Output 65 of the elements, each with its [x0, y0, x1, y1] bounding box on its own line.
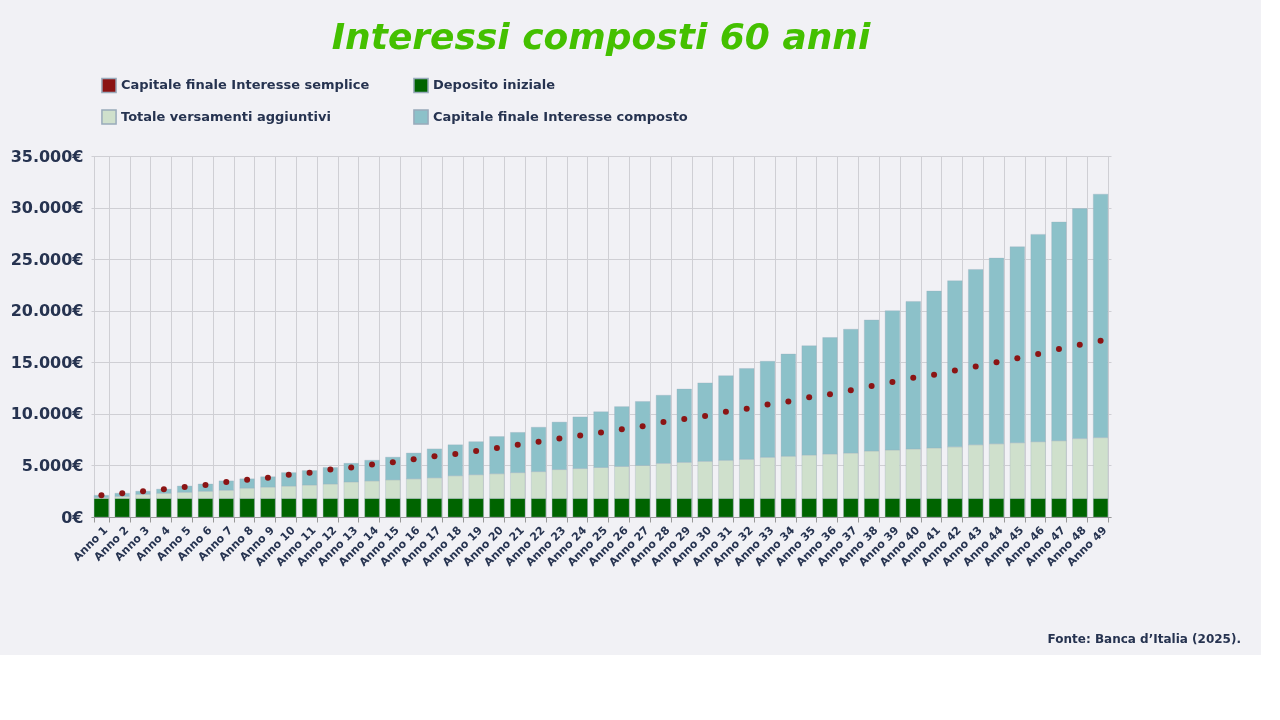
bar — [93, 498, 109, 518]
point — [993, 359, 1000, 366]
point — [618, 426, 625, 433]
point — [764, 401, 771, 408]
point — [348, 464, 355, 471]
point — [806, 394, 813, 401]
legend-label: Totale versamenti aggiuntivi — [121, 109, 331, 124]
point — [1014, 355, 1021, 362]
point — [743, 405, 750, 412]
point — [931, 371, 938, 378]
point — [452, 451, 459, 458]
point — [951, 367, 958, 374]
bar — [156, 498, 172, 518]
y-tick-label: 30.000€ — [10, 198, 84, 218]
point — [431, 453, 438, 460]
point — [972, 363, 979, 370]
legend-label: Capitale finale Interesse composto — [433, 109, 688, 124]
y-tick-label: 25.000€ — [10, 249, 84, 269]
bar — [135, 498, 151, 518]
point — [306, 469, 313, 476]
point — [556, 435, 563, 442]
point — [389, 459, 396, 466]
point — [160, 486, 167, 493]
point — [119, 490, 126, 497]
point — [722, 408, 729, 415]
point — [702, 412, 709, 419]
point — [98, 492, 105, 499]
y-tick-label: 10.000€ — [10, 404, 84, 424]
point — [660, 419, 667, 426]
point — [369, 461, 376, 468]
y-tick-label: 5.000€ — [21, 455, 84, 475]
point — [223, 478, 230, 485]
point — [264, 474, 271, 481]
point — [910, 374, 917, 381]
point — [140, 488, 147, 495]
bar — [114, 498, 130, 518]
point — [577, 432, 584, 439]
point — [410, 456, 417, 463]
point — [639, 423, 646, 430]
point — [473, 447, 480, 454]
chart-title: Interessi composti 60 anni — [331, 16, 871, 57]
point — [285, 471, 292, 478]
point — [244, 476, 251, 483]
point — [493, 444, 500, 451]
point — [1035, 351, 1042, 358]
point — [1055, 345, 1062, 352]
source-note: Fonte: Banca d’Italia (2025). — [1047, 632, 1241, 646]
y-tick-label: 15.000€ — [10, 352, 84, 372]
legend-label: Deposito iniziale — [433, 77, 556, 93]
y-tick-label: 35.000€ — [10, 146, 84, 166]
y-tick-label: 0€ — [61, 507, 84, 527]
point — [681, 416, 688, 423]
point — [327, 466, 334, 473]
point — [847, 387, 854, 394]
point — [868, 383, 875, 389]
point — [889, 378, 896, 385]
y-tick-label: 20.000€ — [10, 301, 84, 321]
point — [535, 438, 542, 445]
legend-label: Capitale finale Interesse semplice — [121, 77, 370, 93]
point — [514, 441, 521, 448]
point — [785, 398, 792, 405]
point — [1076, 341, 1083, 348]
point — [598, 429, 604, 436]
point — [826, 391, 833, 398]
point — [1097, 337, 1104, 344]
